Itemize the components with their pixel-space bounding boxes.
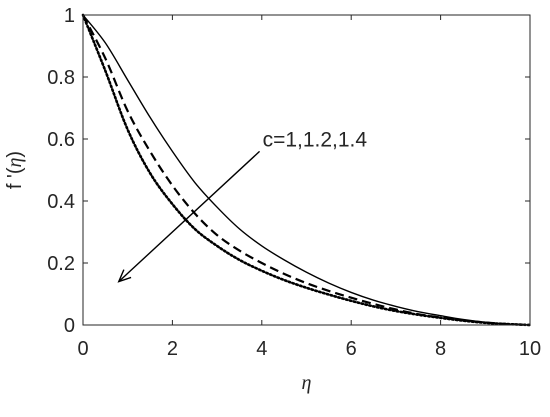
annotation-label: c=1,1.2,1.4 [263, 128, 368, 151]
x-tick-label: 10 [519, 338, 541, 360]
x-tick-label: 0 [77, 338, 88, 360]
series-line-solid [82, 14, 531, 326]
x-tick-label: 8 [435, 338, 446, 360]
y-tick-label: 1 [64, 5, 75, 27]
x-axis-label: η [302, 372, 312, 394]
y-axis-label-symbol: η [4, 158, 26, 168]
y-tick-label: 0.6 [47, 129, 75, 151]
x-tick-label: 2 [167, 338, 178, 360]
ticks-layer: 0 2 4 6 8 10 0 0.2 0.4 0.6 0.8 1 [47, 5, 541, 360]
x-tick-label: 6 [346, 338, 357, 360]
annotation-arrow-shaft [118, 150, 261, 283]
series-line-dotted [81, 13, 532, 327]
annotation-arrow-head [117, 269, 132, 283]
y-tick-label: 0.8 [47, 67, 75, 89]
plot-frame [82, 14, 531, 326]
annotation-layer: c=1,1.2,1.4 [117, 128, 368, 283]
y-axis-label-prefix: f '( [4, 167, 26, 189]
y-tick-label: 0.2 [47, 253, 75, 275]
y-axis-label-suffix: ) [4, 151, 26, 158]
series-layer [81, 13, 532, 327]
y-tick-label: 0 [64, 315, 75, 337]
y-axis-label: f '(η) [4, 151, 26, 189]
series-line-dashed [82, 14, 531, 327]
x-tick-label: 4 [256, 338, 267, 360]
y-tick-label: 0.4 [47, 191, 75, 213]
